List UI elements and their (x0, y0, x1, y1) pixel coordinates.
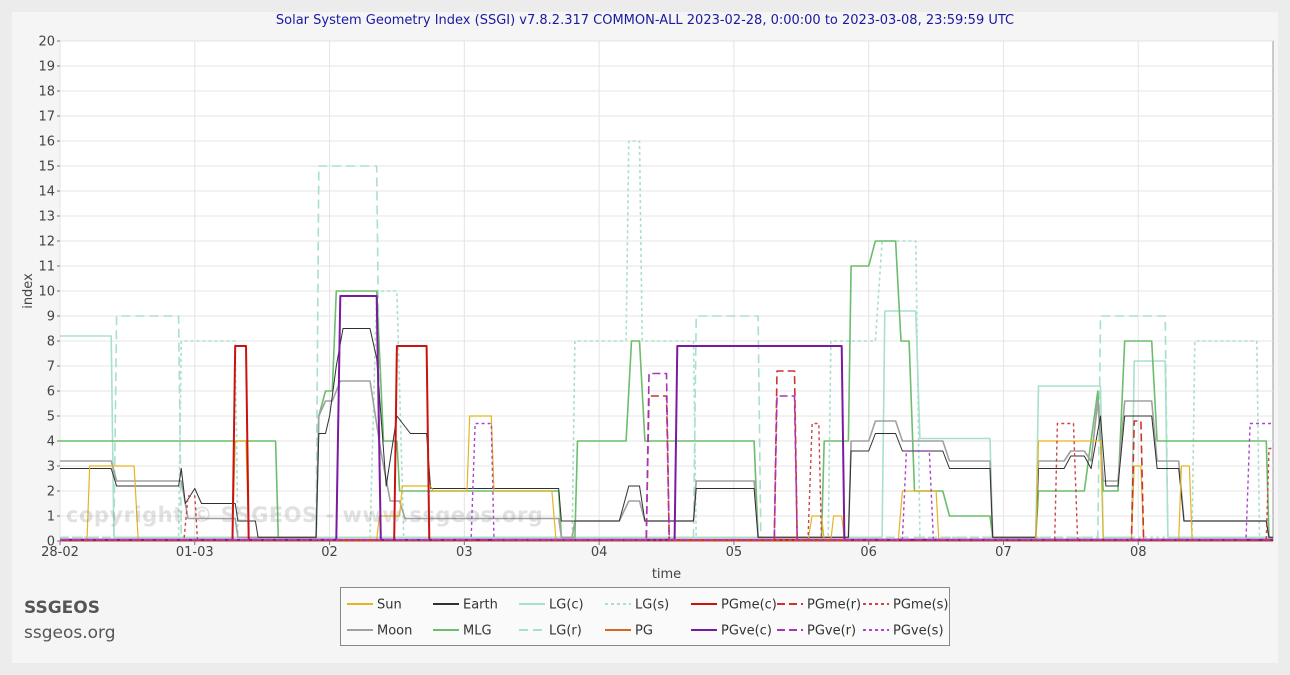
series-line-pgve-s (60, 422, 1273, 541)
y-tick-label: 9 (47, 310, 55, 325)
legend-label: PG (635, 624, 653, 639)
y-tick-label: 19 (38, 60, 55, 75)
y-tick-label: 12 (38, 235, 55, 250)
legend-svg: Sun Earth LG(c) LG(s) PGme(c) PGme(r) PGme(s) M… (347, 598, 949, 639)
y-tick-label: 4 (47, 435, 55, 450)
legend-label: Moon (377, 624, 412, 639)
legend-label: LG(s) (635, 598, 669, 613)
y-tick-label: 18 (38, 85, 55, 100)
y-tick-label: 5 (47, 410, 55, 425)
y-tick-label: 3 (47, 460, 55, 475)
y-tick-label: 13 (38, 210, 55, 225)
y-tick-label: 8 (47, 335, 55, 350)
legend-label: Earth (463, 598, 498, 613)
y-tick-label: 15 (38, 160, 55, 175)
x-axis-label: time (652, 567, 681, 582)
y-tick-label: 20 (38, 35, 55, 50)
legend-label: PGme(c) (721, 598, 777, 613)
y-tick-label: 7 (47, 360, 55, 375)
series-layer (60, 140, 1273, 542)
y-tick-label: 10 (38, 285, 55, 300)
y-tick-label: 0 (47, 535, 55, 550)
series-line-pgve-r (60, 372, 1273, 541)
legend-label: LG(r) (549, 624, 582, 639)
y-tick-label: 14 (38, 185, 55, 200)
legend-label: MLG (463, 624, 492, 639)
x-tick-label: 28-02 (41, 545, 79, 560)
legend-label: PGme(r) (807, 598, 861, 613)
y-tick-label: 6 (47, 385, 55, 400)
y-tick-label: 1 (47, 510, 55, 525)
y-tick-label: 2 (47, 485, 55, 500)
series-line-pgme-r (60, 370, 1273, 541)
brand-name: SSGEOS (24, 598, 100, 618)
legend-label: PGve(c) (721, 624, 772, 639)
x-tick-label: 08 (1130, 545, 1147, 560)
x-tick-label: 03 (456, 545, 473, 560)
series-line-pgve-c (60, 295, 1273, 541)
x-tick-label: 06 (860, 545, 877, 560)
chart-legend: Sun Earth LG(c) LG(s) PGme(c) PGme(r) PGme(s) M… (340, 587, 950, 646)
y-tick-label: 11 (38, 260, 55, 275)
legend-label: LG(c) (549, 598, 584, 613)
legend-label: PGve(s) (893, 624, 944, 639)
x-tick-label: 07 (995, 545, 1012, 560)
brand-block: SSGEOS ssgeos.org (24, 598, 116, 643)
watermark: copyright © SSGEOS - www.ssgeos.org (66, 503, 544, 527)
chart-title: Solar System Geometry Index (SSGI) v7.8.… (275, 13, 1015, 28)
legend-label: Sun (377, 598, 402, 613)
x-tick-label: 02 (321, 545, 338, 560)
x-tick-label: 01-03 (176, 545, 214, 560)
legend-label: PGme(s) (893, 598, 949, 613)
y-axis-label: index (21, 273, 36, 309)
y-tick-label: 17 (38, 110, 55, 125)
brand-url: ssgeos.org (24, 623, 116, 643)
x-tick-label: 04 (591, 545, 608, 560)
y-tick-label: 16 (38, 135, 55, 150)
legend-label: PGve(r) (807, 624, 856, 639)
x-tick-label: 05 (726, 545, 743, 560)
